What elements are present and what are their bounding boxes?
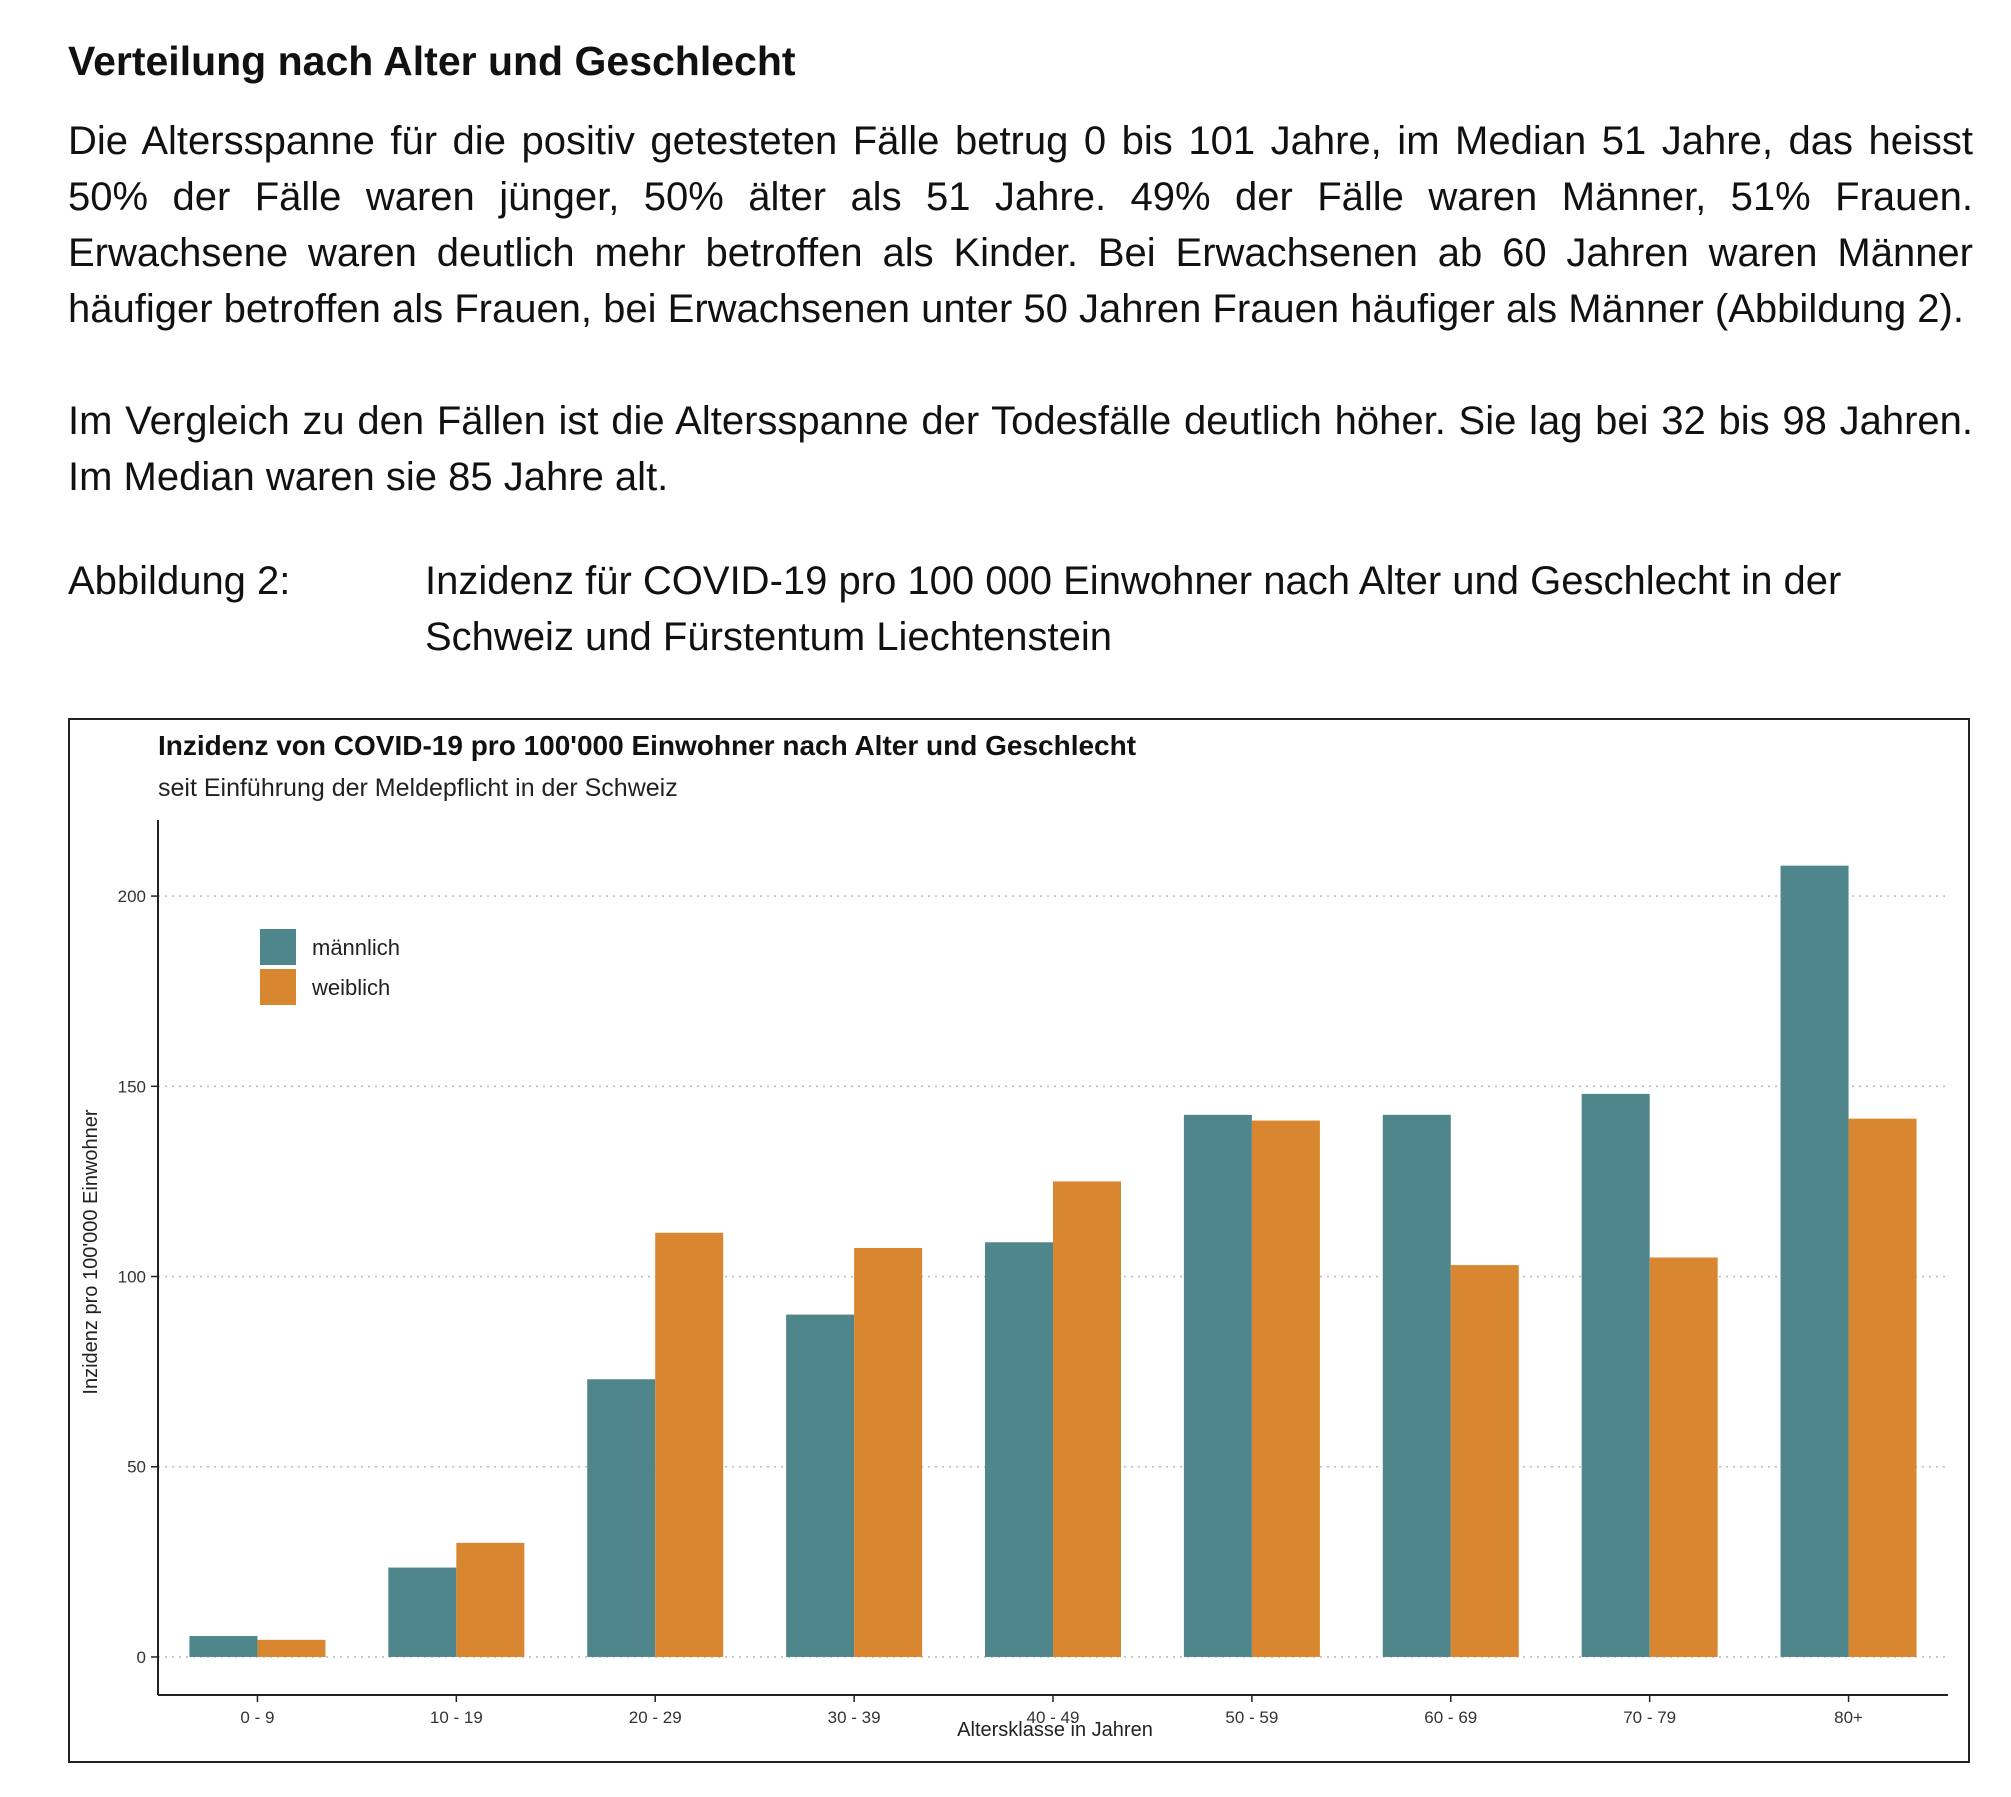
chart-subtitle: seit Einführung der Meldepflicht in der … [158, 774, 678, 802]
bar-männlich-40-49 [985, 1242, 1053, 1657]
bar-männlich-20-29 [587, 1379, 656, 1657]
bar-weiblich-50-59 [1251, 1120, 1320, 1657]
x-tick-label: 80+ [1834, 1708, 1863, 1727]
bar-männlich-80+ [1780, 865, 1849, 1657]
section-heading: Verteilung nach Alter und Geschlecht [68, 38, 796, 84]
bar-weiblich-30-39 [854, 1247, 923, 1657]
chart-frame: Inzidenz von COVID-19 pro 100'000 Einwoh… [68, 718, 1970, 1763]
x-tick-label: 40 - 49 [1027, 1708, 1080, 1727]
paragraph-deaths: Im Vergleich zu den Fällen ist die Alter… [68, 399, 1973, 499]
legend-label: weiblich [311, 975, 390, 1000]
y-tick-label: 100 [118, 1268, 146, 1287]
figure-label: Abbildung 2: [68, 559, 291, 603]
x-axis-ticks: 0 - 9 10 - 19 20 - 29 30 - 39 40 - 49 50 - 59… [240, 1695, 1863, 1727]
bar-weiblich-10-19 [456, 1542, 525, 1657]
legend-swatch [260, 969, 296, 1005]
x-tick-label: 10 - 19 [430, 1708, 483, 1727]
y-tick-label: 50 [127, 1458, 146, 1477]
y-axis-ticks: 0 50 100 150 200 [118, 887, 158, 1667]
paragraph-age-distribution: Die Altersspanne für die positiv geteste… [68, 119, 1973, 331]
x-tick-label: 50 - 59 [1225, 1708, 1278, 1727]
bar-weiblich-60-69 [1450, 1265, 1519, 1657]
legend-label: männlich [312, 935, 400, 960]
bar-männlich-60-69 [1382, 1114, 1451, 1657]
figure-caption: Inzidenz für COVID-19 pro 100 000 Einwoh… [425, 559, 1842, 659]
y-tick-label: 0 [137, 1648, 146, 1667]
x-tick-label: 60 - 69 [1424, 1708, 1477, 1727]
bar-männlich-30-39 [786, 1314, 855, 1657]
legend: männlich weiblich [260, 929, 400, 1005]
y-tick-label: 200 [118, 887, 146, 906]
x-tick-label: 70 - 79 [1623, 1708, 1676, 1727]
x-tick-label: 20 - 29 [629, 1708, 682, 1727]
bar-weiblich-80+ [1848, 1118, 1917, 1657]
x-tick-label: 30 - 39 [828, 1708, 881, 1727]
bar-männlich-10-19 [388, 1567, 457, 1657]
bar-weiblich-20-29 [655, 1232, 724, 1657]
y-axis-label: Inzidenz pro 100'000 Einwohner [80, 1109, 102, 1394]
y-tick-label: 150 [118, 1077, 146, 1096]
bars [189, 865, 1917, 1657]
x-tick-label: 0 - 9 [240, 1708, 274, 1727]
bar-chart: Inzidenz von COVID-19 pro 100'000 Einwoh… [80, 730, 1948, 1741]
bar-weiblich-40-49 [1053, 1181, 1121, 1657]
chart-title: Inzidenz von COVID-19 pro 100'000 Einwoh… [158, 730, 1136, 761]
bar-männlich-70-79 [1581, 1093, 1650, 1657]
bar-männlich-0-9 [189, 1636, 258, 1657]
bar-weiblich-70-79 [1649, 1257, 1718, 1657]
legend-swatch [260, 929, 296, 965]
x-axis-label: Altersklasse in Jahren [957, 1719, 1153, 1741]
bar-weiblich-0-9 [257, 1639, 326, 1657]
bar-männlich-50-59 [1183, 1114, 1252, 1657]
